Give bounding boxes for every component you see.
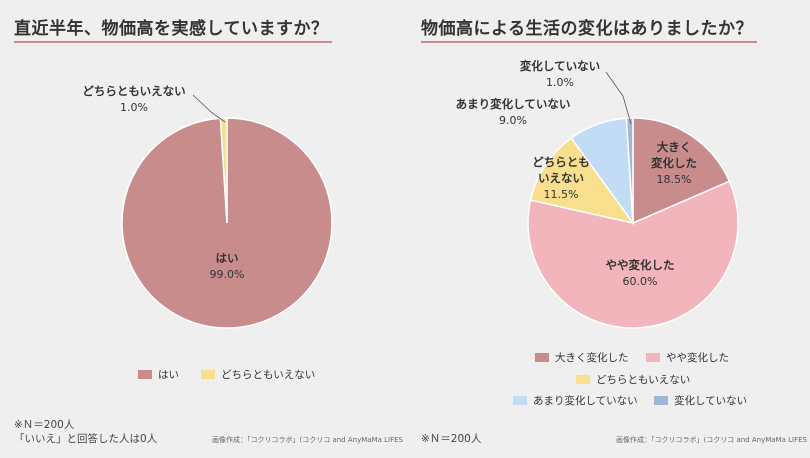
legend-label: 変化していない <box>674 395 748 407</box>
legend-item-big-change: 大きく変化した <box>535 350 629 365</box>
legend-label: はい <box>158 369 179 381</box>
image-credit: 画像作成：「コクリコラボ」(コクリコ and AnyMaMa LIFES <box>212 436 403 444</box>
slice-value-label: 99.0% <box>210 268 245 281</box>
right-chart-title: 物価高による生活の変化はありましたか？ <box>421 19 753 39</box>
slice-category-label: 変化していない <box>520 59 600 73</box>
pie-slice-1 <box>219 117 228 224</box>
legend-label: やや変化した <box>666 352 729 364</box>
legend-item-hai: はい <box>138 367 179 382</box>
legend-item-slight-change: やや変化した <box>646 350 729 365</box>
right-chart-panel: 物価高による生活の変化はありましたか？ 大きく 変化した 18.5% やや変化した 60… <box>405 0 810 458</box>
note-line: 「いいえ」と回答した人は0人 <box>14 433 158 445</box>
legend-item-no-change: 変化していない <box>654 393 747 408</box>
legend-item-not-much: あまり変化していない <box>513 393 638 408</box>
right-title-underline <box>421 41 757 43</box>
legend-label: あまり変化していない <box>533 395 638 407</box>
left-title-underline <box>14 41 332 43</box>
legend-swatch <box>138 370 152 379</box>
legend-swatch <box>201 370 215 379</box>
sample-size-note: ※Ｎ＝200人 「いいえ」と回答した人は0人 <box>14 418 157 446</box>
legend-label: 大きく変化した <box>555 352 629 364</box>
slice-category-label: はい <box>216 251 239 265</box>
slice-category-label: どちらともいえない <box>82 84 185 98</box>
slice-value-label: 18.5% <box>657 173 692 186</box>
slice-category-label: 大きく <box>657 140 692 154</box>
legend-swatch <box>513 396 527 405</box>
legend-swatch <box>654 396 668 405</box>
pie-slice-1 <box>527 180 739 329</box>
legend-swatch <box>535 353 549 362</box>
leader-line <box>605 71 632 125</box>
slice-category-label: 変化した <box>651 156 697 170</box>
slice-category-label: あまり変化していない <box>456 97 571 111</box>
note-line: ※Ｎ＝200人 <box>14 419 75 431</box>
left-chart-title: 直近半年、物価高を実感していますか？ <box>14 19 329 39</box>
slice-value-label: 9.0% <box>499 114 527 127</box>
left-chart-panel: 直近半年、物価高を実感していますか？ はい 99.0% どちらともいえない 1.0% … <box>14 19 403 446</box>
image-credit: 画像作成：「コクリコラボ」(コクリコ and AnyMaMa LIFES <box>616 436 807 444</box>
legend-swatch <box>646 353 660 362</box>
sample-size-note: ※Ｎ＝200人 <box>421 433 482 445</box>
slice-value-label: 1.0% <box>546 76 574 89</box>
legend-swatch <box>576 375 590 384</box>
legend-label: どちらともいえない <box>221 369 316 381</box>
legend-item-neither: どちらともいえない <box>201 367 315 382</box>
slice-category-label: やや変化した <box>606 258 675 272</box>
pie-slice-0 <box>632 117 731 225</box>
slice-value-label: 11.5% <box>544 188 579 201</box>
legend-item-neither: どちらともいえない <box>576 372 690 387</box>
pie-slice-2 <box>529 137 635 225</box>
right-pie-chart: 大きく変化した 18.5% やや変化した 60.0% どちらともいえない 11.5% あまり… <box>456 59 739 329</box>
slice-value-label: 60.0% <box>623 275 658 288</box>
slice-value-label: 1.0% <box>120 101 148 114</box>
left-pie-chart: はい 99.0% どちらともいえない 1.0% <box>82 84 333 329</box>
legend-label: どちらともいえない <box>596 374 691 386</box>
slice-category-label: どちらとも <box>532 155 590 169</box>
leader-line <box>192 94 226 123</box>
slice-category-label: いえない <box>538 171 584 185</box>
